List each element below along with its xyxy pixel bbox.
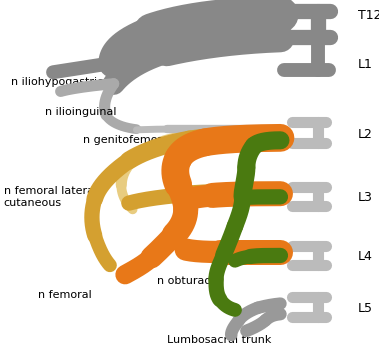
- Text: L5: L5: [358, 302, 373, 315]
- Text: Lumbosacral trunk: Lumbosacral trunk: [167, 335, 271, 345]
- Text: n femoral: n femoral: [38, 290, 92, 300]
- Text: L1: L1: [358, 58, 373, 71]
- Text: n ilioinguinal: n ilioinguinal: [45, 107, 117, 117]
- Text: T12: T12: [358, 9, 379, 22]
- Text: n genitofemoral: n genitofemoral: [83, 135, 172, 144]
- Text: n obturador: n obturador: [157, 276, 223, 286]
- Text: n iliohypogastric: n iliohypogastric: [11, 77, 103, 87]
- Text: L3: L3: [358, 191, 373, 204]
- Text: L4: L4: [358, 250, 373, 263]
- Text: n femoral lateral
cutaneous: n femoral lateral cutaneous: [4, 186, 97, 208]
- Text: L2: L2: [358, 128, 373, 141]
